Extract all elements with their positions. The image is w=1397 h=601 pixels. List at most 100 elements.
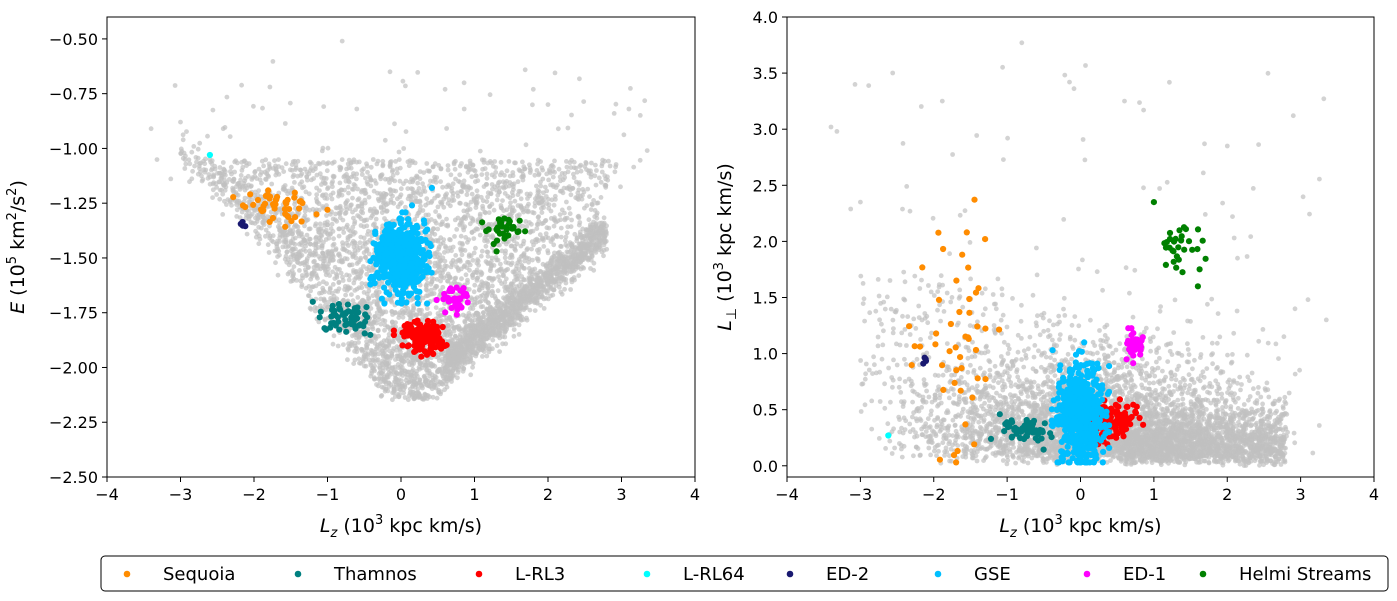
background-star-point [515, 179, 521, 185]
background-star-point [288, 279, 294, 284]
background-star-point [304, 169, 310, 175]
background-star-point [289, 167, 295, 173]
background-star-point [322, 317, 328, 323]
background-star-point [494, 343, 500, 349]
background-star-point [319, 175, 324, 180]
background-star-point [382, 318, 388, 324]
background-star-point [306, 293, 312, 299]
background-star-point [569, 279, 575, 285]
background-star-point [328, 296, 333, 301]
background-star-point [391, 293, 396, 299]
background-star-point [568, 165, 574, 170]
background-star-point [444, 216, 449, 222]
point [328, 320, 335, 327]
background-star-point [637, 113, 643, 118]
background-star-point [472, 228, 477, 234]
background-star-point [541, 190, 546, 196]
point [297, 198, 304, 205]
background-star-point [511, 238, 517, 244]
background-star-point [470, 364, 475, 370]
background-star-point [201, 167, 207, 173]
background-star-point [556, 166, 562, 172]
background-star-point [361, 188, 367, 193]
background-star-point [289, 185, 295, 191]
background-star-point [522, 266, 527, 271]
background-star-point [334, 218, 340, 224]
background-star-point [450, 194, 456, 199]
background-star-point [210, 195, 216, 201]
background-star-point [459, 357, 465, 363]
point [291, 189, 298, 196]
background-star-point [491, 207, 497, 213]
background-star-point [277, 252, 282, 258]
background-star-point [194, 159, 199, 165]
background-star-point [265, 168, 270, 173]
background-star-point [380, 158, 386, 164]
background-star-point [368, 164, 374, 170]
background-star-point [437, 214, 442, 220]
background-star-point [514, 213, 520, 219]
background-star-point [504, 207, 510, 213]
background-star-point [303, 189, 309, 195]
background-star-point [290, 174, 296, 180]
background-star-point [551, 202, 557, 208]
background-star-point [323, 253, 329, 259]
background-star-point [289, 162, 295, 168]
background-star-point [502, 172, 507, 178]
background-star-point [485, 194, 490, 200]
background-star-point [429, 230, 435, 236]
background-star-point [397, 353, 402, 359]
background-star-point [346, 178, 351, 184]
background-star-point [502, 280, 508, 285]
background-star-point [336, 226, 342, 232]
background-star-point [507, 204, 513, 210]
background-star-point [411, 303, 416, 309]
background-star-point [363, 175, 368, 181]
background-star-point [222, 187, 228, 193]
background-star-point [210, 107, 216, 113]
background-star-point [372, 353, 378, 358]
background-star-point [366, 296, 372, 302]
background-star-point [338, 166, 344, 171]
background-star-point [361, 264, 366, 269]
background-star-point [330, 190, 336, 196]
background-star-point [412, 160, 418, 166]
background-star-point [571, 275, 577, 280]
background-star-point [554, 182, 560, 188]
background-star-point [191, 144, 197, 149]
background-star-point [347, 273, 352, 279]
background-star-point [578, 162, 584, 168]
background-star-point [459, 276, 464, 282]
background-star-point [210, 181, 216, 187]
background-star-point [433, 305, 439, 310]
background-star-point [408, 377, 414, 383]
background-star-point [358, 216, 364, 222]
background-star-point [464, 192, 470, 198]
background-star-point [399, 361, 405, 366]
background-star-point [437, 252, 443, 258]
background-star-point [484, 175, 490, 181]
background-star-point [488, 316, 494, 322]
background-star-point [548, 286, 554, 291]
background-star-point [447, 184, 452, 189]
background-star-point [395, 335, 401, 341]
background-star-point [298, 167, 303, 173]
background-star-point [469, 215, 474, 221]
background-star-point [535, 187, 541, 193]
background-star-point [489, 259, 494, 264]
background-star-point [565, 169, 571, 175]
background-star-point [324, 168, 330, 174]
background-star-point [549, 258, 555, 263]
background-star-point [465, 315, 471, 320]
background-star-point [347, 250, 352, 255]
background-star-point [602, 182, 608, 188]
background-star-point [329, 196, 335, 202]
background-star-point [369, 348, 375, 354]
background-star-point [424, 196, 430, 202]
background-star-point [370, 293, 376, 299]
background-star-point [457, 172, 463, 178]
background-star-point [534, 226, 540, 232]
background-star-point [541, 284, 546, 290]
background-star-point [354, 159, 360, 165]
background-star-point [299, 273, 305, 278]
